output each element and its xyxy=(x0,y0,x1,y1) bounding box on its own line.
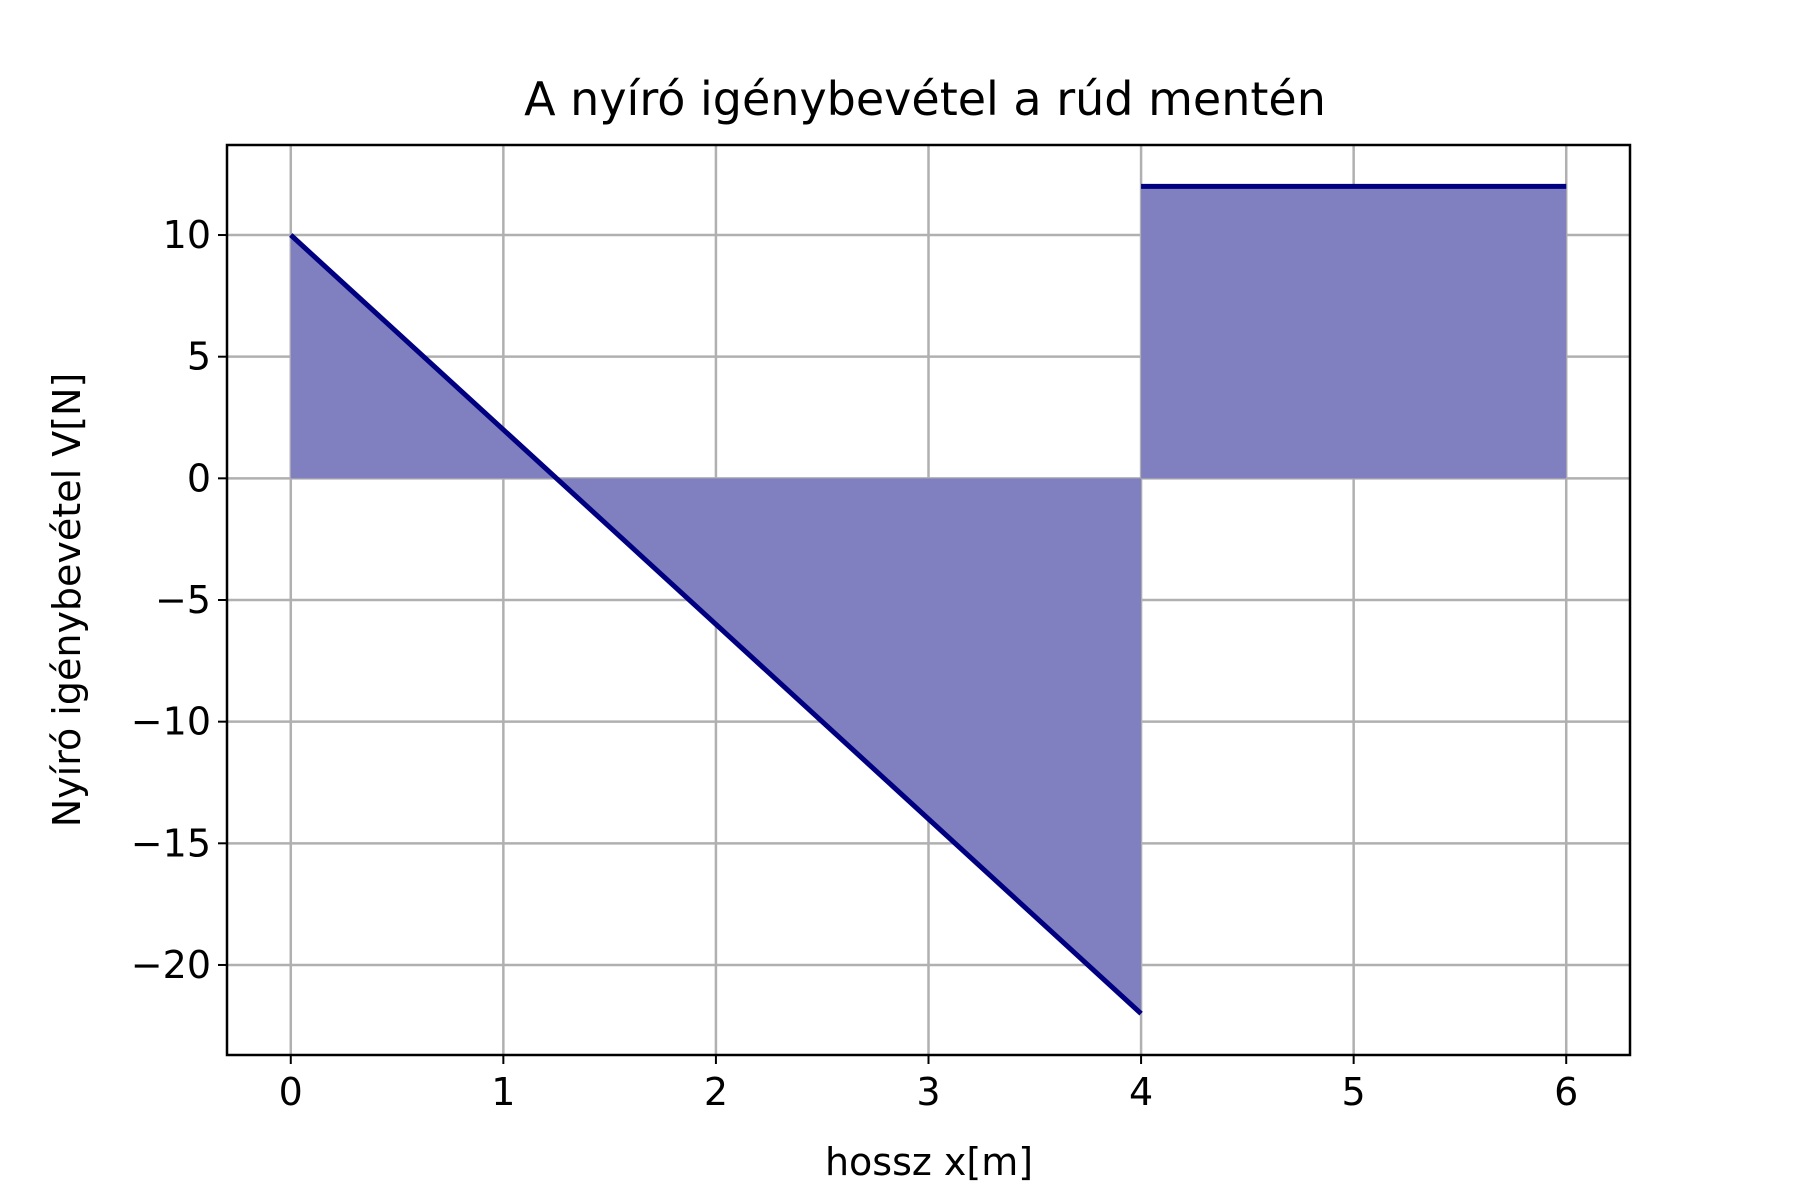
x-tick-label: 1 xyxy=(491,1070,515,1114)
shear-force-line xyxy=(289,233,1143,1016)
x-tick-label: 5 xyxy=(1342,1070,1366,1114)
x-tick-label: 4 xyxy=(1129,1070,1153,1114)
x-tick-label: 0 xyxy=(279,1070,303,1114)
x-axis-ticks: 0 1 2 3 4 5 6 xyxy=(279,1055,1578,1114)
shear-area-fill xyxy=(1141,186,1567,479)
x-tick-label: 2 xyxy=(704,1070,728,1114)
chart-title: A nyíró igénybevétel a rúd mentén xyxy=(524,72,1326,126)
y-tick-label: −15 xyxy=(131,821,211,865)
y-axis-label: Nyíró igénybevétel V[N] xyxy=(45,373,89,828)
y-tick-label: −5 xyxy=(155,578,211,622)
y-axis-ticks: 10 5 0 −5 −10 −15 −20 xyxy=(131,213,227,987)
x-tick-label: 3 xyxy=(916,1070,940,1114)
y-tick-label: −20 xyxy=(131,943,211,987)
y-tick-label: 5 xyxy=(187,335,211,379)
y-tick-label: 0 xyxy=(187,456,211,500)
x-axis-label: hossz x[m] xyxy=(825,1140,1033,1184)
y-tick-label: 10 xyxy=(163,213,211,257)
y-tick-label: −10 xyxy=(131,700,211,744)
x-tick-label: 6 xyxy=(1554,1070,1578,1114)
line-layer xyxy=(289,183,1567,1016)
